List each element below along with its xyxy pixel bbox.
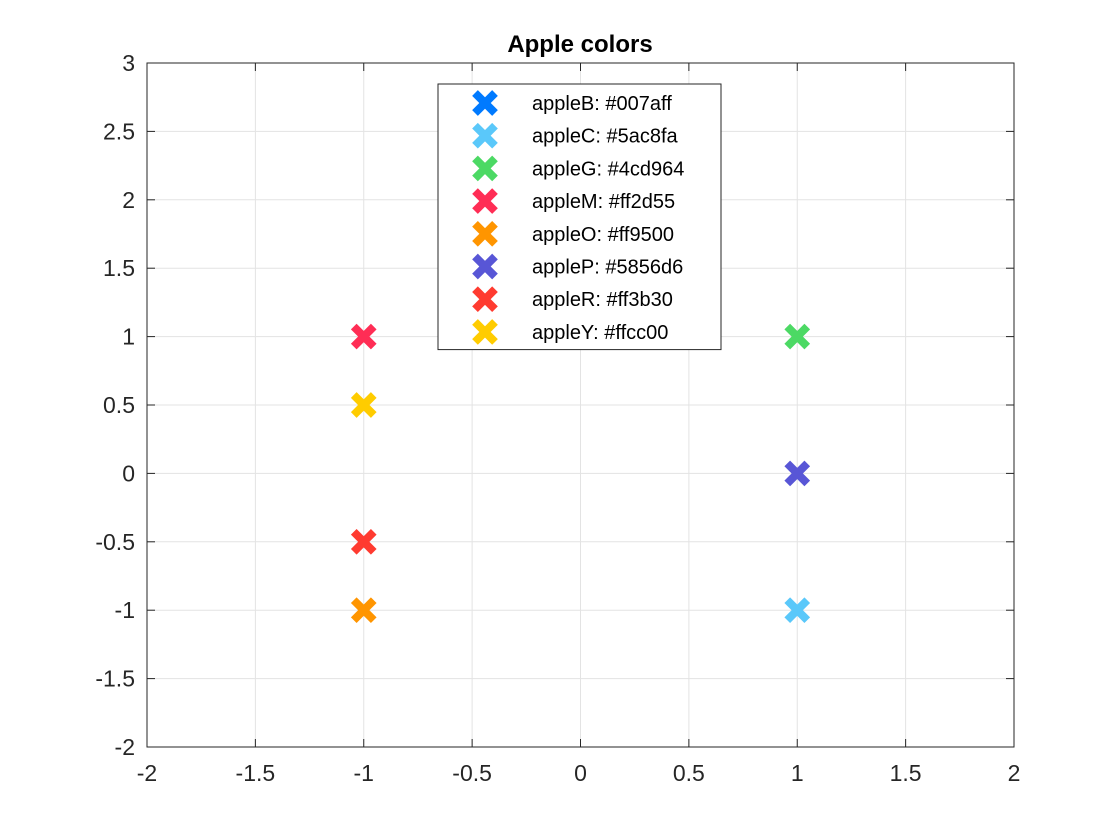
legend-marker: [472, 319, 498, 345]
data-points: [350, 323, 811, 624]
x-tick-label: 0.5: [673, 760, 705, 786]
y-tick-label: 2.5: [103, 118, 135, 144]
x-tick-label: -2: [137, 760, 157, 786]
marker-stroke: [472, 155, 498, 182]
x-tick-labels: -2 -1.5 -1 -0.5 0 0.5 1 1.5 2: [137, 760, 1021, 786]
legend-entry: appleC: #5ac8fa: [472, 122, 679, 149]
marker-stroke: [472, 188, 498, 214]
x-tick-label: -1.5: [236, 760, 276, 786]
x-tick-label: -0.5: [452, 760, 492, 786]
x-tick-label: 0: [574, 760, 587, 786]
y-tick-label: -2: [115, 734, 135, 760]
legend-marker: [472, 286, 498, 313]
legend-entry: appleP: #5856d6: [472, 253, 683, 280]
legend-label: appleP: #5856d6: [532, 257, 683, 279]
legend-label: appleC: #5ac8fa: [532, 126, 679, 148]
y-tick-label: -0.5: [95, 529, 135, 555]
legend-label: appleY: #ffcc00: [532, 322, 668, 344]
data-point: [350, 323, 377, 350]
marker-stroke: [784, 597, 811, 624]
marker-stroke: [784, 460, 811, 487]
y-tick-label: 0.5: [103, 392, 135, 418]
marker-stroke: [472, 90, 498, 116]
y-tick-label: 1: [122, 324, 135, 350]
legend-label: appleO: #ff9500: [532, 224, 674, 246]
chart-title: Apple colors: [507, 31, 652, 58]
legend-box: [437, 83, 722, 351]
legend-label: appleR: #ff3b30: [532, 289, 673, 311]
tick-marks: [146, 62, 1015, 748]
marker-stroke: [472, 122, 498, 149]
legend: appleB: #007aff appleC: #5ac8fa appleG: #4…: [437, 83, 722, 351]
legend-entry: appleM: #ff2d55: [472, 188, 675, 214]
marker-stroke: [350, 597, 377, 624]
marker-stroke: [472, 286, 498, 313]
y-tick-labels: -2 -1.5 -1 -0.5 0 0.5 1 1.5 2 2.5 3: [95, 50, 135, 760]
legend-marker: [472, 220, 498, 247]
y-tick-label: 0: [122, 460, 135, 486]
data-point: [350, 392, 377, 418]
legend-marker: [472, 253, 498, 280]
marker-stroke: [784, 323, 811, 350]
marker-stroke: [350, 528, 377, 555]
marker-stroke: [472, 319, 498, 345]
marker-stroke: [350, 323, 377, 350]
data-point: [350, 528, 377, 555]
y-tick-label: -1.5: [95, 666, 135, 692]
x-tick-label: -1: [354, 760, 374, 786]
legend-marker: [472, 188, 498, 214]
x-tick-label: 1: [791, 760, 804, 786]
legend-label: appleM: #ff2d55: [532, 191, 675, 213]
y-tick-label: 3: [122, 50, 135, 76]
y-tick-label: 2: [122, 187, 135, 213]
data-point: [350, 597, 377, 624]
legend-entry: appleR: #ff3b30: [472, 286, 673, 313]
legend-marker: [472, 122, 498, 149]
data-point: [784, 460, 811, 487]
x-tick-label: 2: [1008, 760, 1021, 786]
legend-label: appleB: #007aff: [532, 93, 672, 115]
legend-entry: appleG: #4cd964: [472, 155, 684, 182]
legend-marker: [472, 90, 498, 116]
legend-entry: appleY: #ffcc00: [472, 319, 668, 345]
y-tick-label: -1: [115, 597, 135, 623]
x-tick-label: 1.5: [890, 760, 922, 786]
marker-stroke: [472, 253, 498, 280]
marker-stroke: [472, 220, 498, 247]
data-point: [784, 597, 811, 624]
data-point: [784, 323, 811, 350]
legend-entry: appleO: #ff9500: [472, 220, 674, 247]
marker-stroke: [350, 392, 377, 418]
legend-label: appleG: #4cd964: [532, 158, 684, 180]
legend-entry: appleB: #007aff: [472, 90, 672, 116]
legend-marker: [472, 155, 498, 182]
y-tick-label: 1.5: [103, 255, 135, 281]
